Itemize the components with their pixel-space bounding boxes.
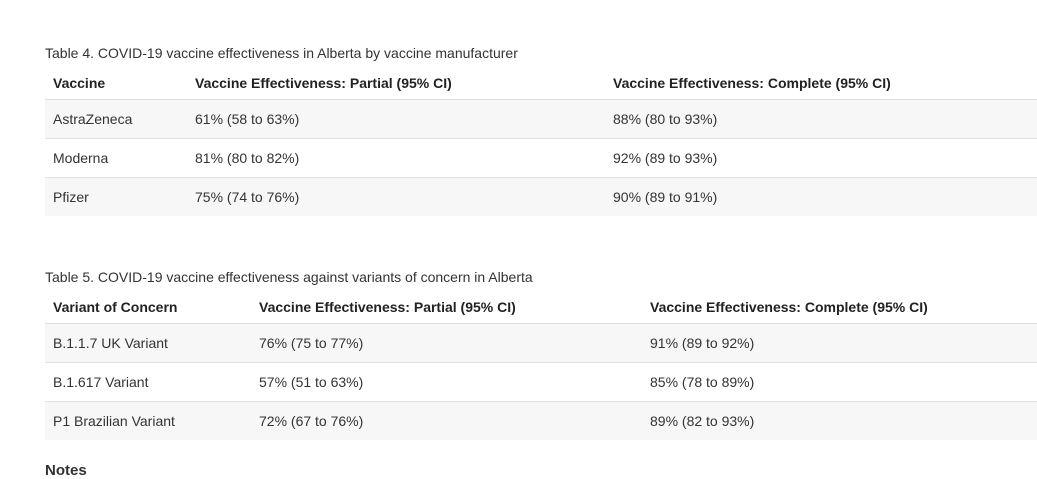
notes-heading: Notes <box>45 462 87 479</box>
table-cell: 76% (75 to 77%) <box>251 323 642 363</box>
table-row: B.1.617 Variant 57% (51 to 63%) 85% (78 to… <box>45 362 1037 402</box>
column-header: Vaccine Effectiveness: Partial (95% CI) <box>251 291 642 324</box>
table-cell: B.1.1.7 UK Variant <box>45 323 251 363</box>
table-caption: Table 5. COVID-19 vaccine effectiveness … <box>45 269 533 285</box>
table-row: Moderna 81% (80 to 82%) 92% (89 to 93%) <box>45 138 1037 178</box>
table-cell: 92% (89 to 93%) <box>605 138 1037 178</box>
data-table: Variant of Concern Vaccine Effectiveness:… <box>45 291 1037 440</box>
column-header: Vaccine <box>45 67 187 100</box>
table-cell: 81% (80 to 82%) <box>187 138 605 178</box>
column-header: Vaccine Effectiveness: Complete (95% CI) <box>642 291 1037 324</box>
table-cell: AstraZeneca <box>45 99 187 139</box>
table-block: Table 5. COVID-19 vaccine effectiveness … <box>45 266 1037 440</box>
table-row: AstraZeneca 61% (58 to 63%) 88% (80 to 93%… <box>45 99 1037 139</box>
column-header: Variant of Concern <box>45 291 251 324</box>
table-cell: Moderna <box>45 138 187 178</box>
table-cell: 91% (89 to 92%) <box>642 323 1037 363</box>
table-cell: 85% (78 to 89%) <box>642 362 1037 402</box>
table-row: B.1.1.7 UK Variant 76% (75 to 77%) 91% (89… <box>45 323 1037 363</box>
table-cell: B.1.617 Variant <box>45 362 251 402</box>
table-cell: P1 Brazilian Variant <box>45 401 251 440</box>
data-table: Vaccine Vaccine Effectiveness: Partial (9… <box>45 67 1037 216</box>
table-block: Table 4. COVID-19 vaccine effectiveness … <box>45 42 1037 216</box>
table-cell: 57% (51 to 63%) <box>251 362 642 402</box>
header-row: Variant of Concern Vaccine Effectiveness:… <box>45 291 1037 324</box>
table-cell: 61% (58 to 63%) <box>187 99 605 139</box>
table-row: Pfizer 75% (74 to 76%) 90% (89 to 91%) <box>45 177 1037 216</box>
column-header: Vaccine Effectiveness: Partial (95% CI) <box>187 67 605 100</box>
table-cell: 88% (80 to 93%) <box>605 99 1037 139</box>
table-cell: Pfizer <box>45 177 187 216</box>
table-caption: Table 4. COVID-19 vaccine effectiveness … <box>45 45 518 61</box>
table-cell: 90% (89 to 91%) <box>605 177 1037 216</box>
table-cell: 72% (67 to 76%) <box>251 401 642 440</box>
header-row: Vaccine Vaccine Effectiveness: Partial (9… <box>45 67 1037 100</box>
table-cell: 75% (74 to 76%) <box>187 177 605 216</box>
table-row: P1 Brazilian Variant 72% (67 to 76%) 89% (… <box>45 401 1037 440</box>
column-header: Vaccine Effectiveness: Complete (95% CI) <box>605 67 1037 100</box>
table-cell: 89% (82 to 93%) <box>642 401 1037 440</box>
